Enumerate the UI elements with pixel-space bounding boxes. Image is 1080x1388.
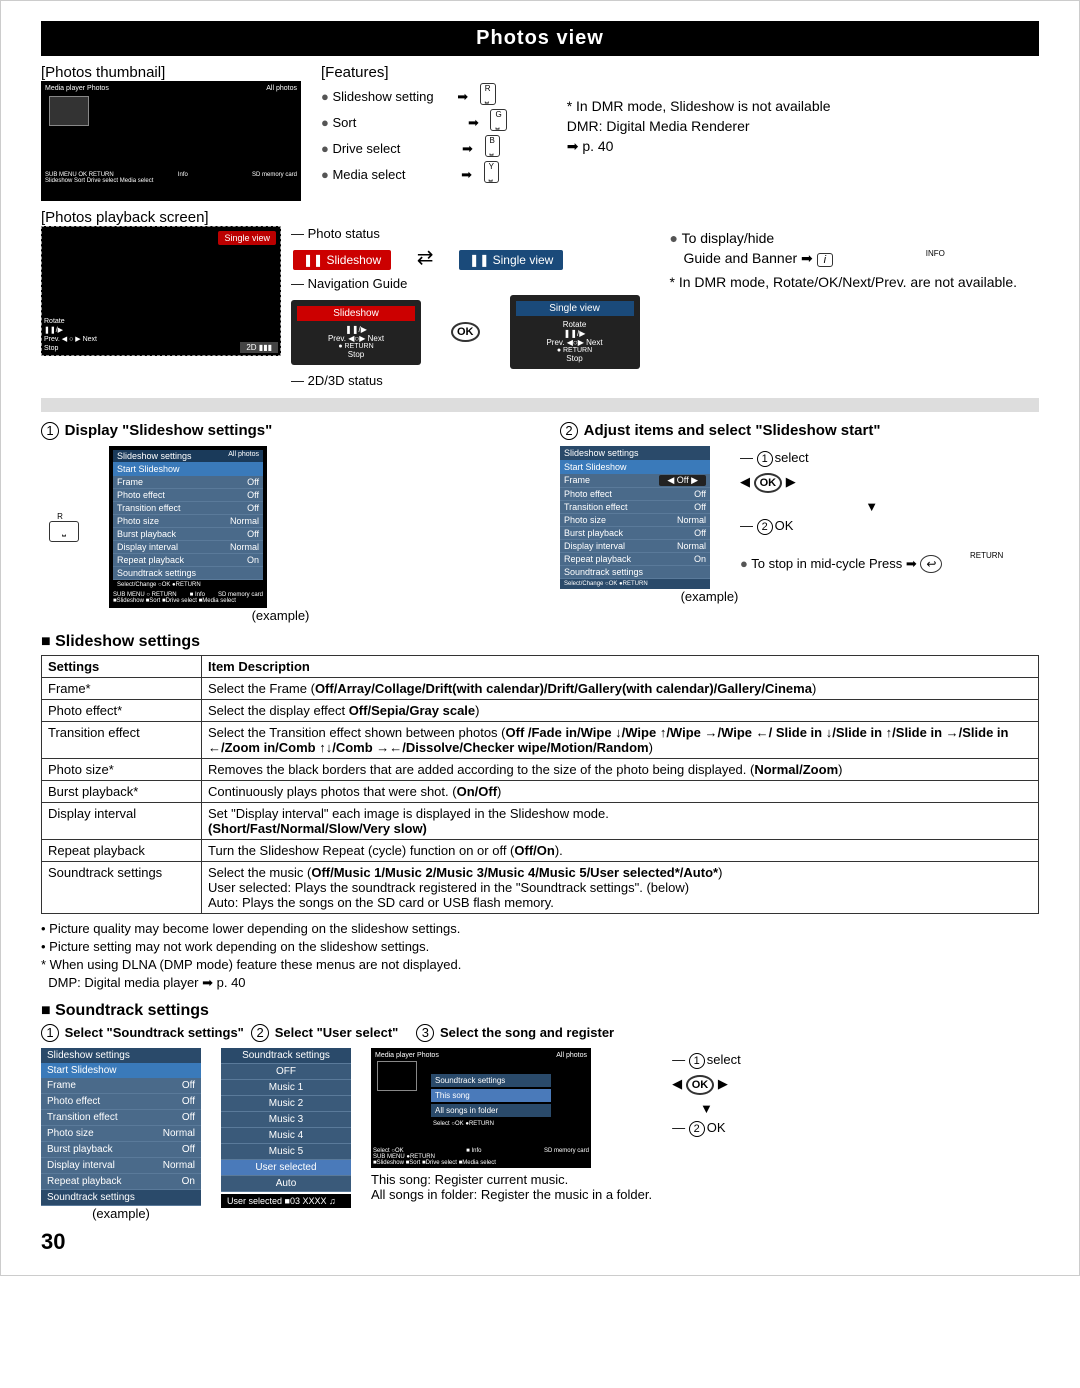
mini-drive: Drive select [87, 178, 118, 184]
feature-1: Slideshow setting [332, 89, 433, 104]
key-r: R⎵ [480, 83, 496, 105]
st-step1: Select "Soundtrack settings" [65, 1025, 244, 1040]
features-label: [Features] [321, 64, 507, 81]
mini-media: Media select [120, 178, 154, 184]
thumb [49, 96, 89, 126]
callout-stop: To stop in mid-cycle Press [751, 556, 902, 571]
st-step2: Select "User select" [275, 1025, 399, 1040]
mini-sort: Sort [74, 178, 85, 184]
ok-btn-2: OK [754, 473, 783, 493]
st-step3: Select the song and register [440, 1025, 614, 1040]
mini-sd: SD memory card [252, 172, 297, 178]
return-icon: ↩ [920, 555, 942, 573]
callout-select-2: select [707, 1052, 741, 1067]
reg-this-song: This song: Register current music. [371, 1172, 652, 1187]
ok-button: OK [451, 322, 480, 342]
slideshow-settings-heading: Slideshow settings [41, 633, 1039, 651]
settings-panel-1: Slideshow settingsAll photos Start Slide… [113, 450, 263, 590]
slideshow-tag: ❚❚ Slideshow [293, 250, 391, 270]
single-view-tag2: ❚❚ Single view [459, 250, 563, 270]
nav-guide-label: Navigation Guide [308, 276, 408, 291]
note-dmr-slideshow: * In DMR mode, Slideshow is not availabl… [567, 98, 831, 114]
ok-btn-3: OK [686, 1075, 715, 1095]
mini-slide: Slideshow [45, 178, 72, 184]
playback-label: [Photos playback screen] [41, 209, 1039, 226]
step2-title: Adjust items and select "Slideshow start… [584, 422, 881, 439]
st-panel-1: Slideshow settings Start Slideshow Frame… [41, 1048, 201, 1206]
gray-divider [41, 398, 1039, 412]
user-selected-bar: User selected ■03 XXXX ♫ [221, 1194, 351, 1208]
single-view-tag: Single view [218, 231, 276, 245]
callout-ok-2: OK [707, 1120, 726, 1135]
key-y: Y⎵ [484, 161, 499, 183]
example-2: (example) [380, 589, 1039, 604]
key-b: B⎵ [485, 135, 500, 157]
soundtrack-settings-heading: Soundtrack settings [41, 1002, 1039, 1020]
settings-panel-2: Slideshow settings Start Slideshow Frame… [560, 446, 710, 589]
2d3d-status-label: 2D/3D status [308, 373, 383, 388]
mini-left: Media player Photos [45, 85, 109, 92]
media-screen: Media player PhotosAll photos Soundtrack… [371, 1048, 591, 1168]
thumb-label: [Photos thumbnail] [41, 64, 301, 81]
key-g: G⎵ [490, 109, 506, 131]
notes: • Picture quality may become lower depen… [41, 920, 1039, 992]
key-r-label: R [41, 512, 79, 521]
feature-4: Media select [332, 167, 405, 182]
feature-2: Sort [332, 115, 356, 130]
note-dmr-rotate: * In DMR mode, Rotate/OK/Next/Prev. are … [670, 274, 1018, 290]
page-number: 30 [41, 1229, 65, 1255]
playback-guide: Rotate ❚❚/▶ Prev. ◀ ○ ▶ Next Stop [44, 317, 97, 353]
step1-title: Display "Slideshow settings" [65, 422, 273, 439]
to-display-hide: To display/hide [682, 230, 775, 246]
guide-box-1: Slideshow ❚❚/▶ Prev. ◀○▶ Next ● RETURN S… [291, 300, 421, 365]
r-key: ⎵ [49, 521, 79, 542]
callout-ok: OK [775, 518, 794, 533]
page-title: Photos view [41, 21, 1039, 56]
callout-select: select [775, 450, 809, 465]
note-dmr-def: DMR: Digital Media Renderer [567, 118, 831, 134]
note-p40: ➡ p. 40 [567, 138, 831, 155]
photos-thumbnail-screen: Media player Photos All photos SUB MENU … [41, 81, 301, 201]
settings-table: SettingsItem Description Frame*Select th… [41, 655, 1039, 914]
mini-right: All photos [266, 85, 297, 92]
playback-screen: Single view Rotate ❚❚/▶ Prev. ◀ ○ ▶ Next… [41, 226, 281, 356]
example-3: (example) [41, 1206, 201, 1221]
guide-box-2: Single view Rotate ❚❚/▶ Prev. ◀○▶ Next ●… [510, 295, 640, 369]
mini-info: Info [178, 172, 188, 178]
2d-tag: 2D ▮▮▮ [240, 342, 278, 353]
example-1: (example) [41, 608, 520, 623]
soundtrack-list: Soundtrack settings OFF Music 1 Music 2 … [221, 1048, 351, 1192]
reg-folder: All songs in folder: Register the music … [371, 1187, 652, 1202]
guide-banner-label: Guide and Banner [684, 250, 798, 266]
feature-3: Drive select [332, 141, 400, 156]
info-icon: i [817, 253, 833, 267]
photo-status-label: Photo status [308, 226, 380, 241]
